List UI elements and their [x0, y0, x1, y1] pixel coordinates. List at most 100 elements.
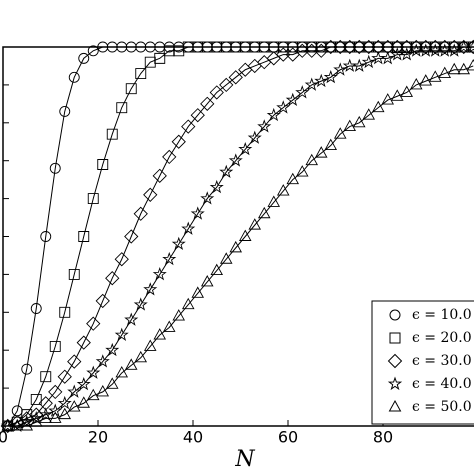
marker — [68, 71, 80, 83]
marker — [57, 395, 72, 410]
marker — [267, 195, 281, 207]
marker — [58, 407, 72, 420]
marker — [171, 236, 186, 251]
marker — [438, 66, 452, 78]
marker — [190, 206, 205, 220]
marker — [39, 411, 53, 423]
marker — [257, 119, 272, 133]
marker — [116, 102, 128, 114]
legend-label: ϵ = 20.0 — [412, 330, 472, 346]
marker — [30, 394, 42, 405]
marker — [295, 43, 310, 58]
marker — [162, 149, 177, 165]
marker — [40, 371, 52, 383]
marker — [428, 70, 442, 82]
legend-marker — [388, 399, 402, 412]
legend-label: ϵ = 10.0 — [412, 307, 472, 323]
marker — [124, 312, 139, 326]
marker — [20, 419, 34, 431]
marker — [105, 271, 120, 286]
legend-label: ϵ = 50.0 — [412, 399, 472, 415]
marker — [191, 286, 205, 298]
x-tick-label: 60 — [278, 428, 298, 447]
marker — [49, 340, 61, 352]
marker — [248, 218, 262, 230]
marker — [333, 39, 348, 55]
marker — [419, 74, 433, 86]
marker — [172, 309, 186, 321]
fit-line — [7, 46, 474, 427]
legend-marker — [387, 353, 403, 369]
marker — [381, 93, 395, 105]
legend-marker — [389, 309, 401, 321]
marker — [361, 54, 376, 69]
marker — [76, 335, 91, 350]
marker — [86, 365, 101, 379]
marker — [125, 41, 137, 53]
marker — [86, 316, 101, 331]
marker — [76, 376, 91, 391]
marker — [181, 297, 195, 310]
marker — [228, 153, 243, 167]
marker — [67, 354, 82, 369]
marker — [124, 229, 139, 244]
marker — [162, 251, 177, 266]
legend-marker — [389, 332, 401, 344]
legend-label: ϵ = 40.0 — [412, 376, 472, 392]
marker — [323, 69, 338, 84]
marker — [116, 41, 128, 53]
marker — [304, 43, 319, 58]
marker — [106, 128, 118, 140]
marker — [371, 100, 385, 113]
marker — [97, 159, 109, 170]
marker — [324, 138, 338, 150]
marker — [57, 369, 72, 384]
marker — [362, 108, 376, 120]
marker — [48, 384, 63, 400]
marker — [162, 320, 176, 332]
marker — [409, 77, 423, 90]
marker — [333, 127, 347, 139]
marker — [209, 85, 224, 100]
marker — [97, 41, 109, 53]
marker — [68, 268, 80, 280]
x-tick-label: 80 — [373, 428, 393, 447]
marker — [286, 172, 300, 185]
marker — [133, 297, 148, 311]
marker — [276, 100, 291, 114]
marker — [1, 419, 15, 431]
marker — [152, 168, 167, 183]
marker — [219, 164, 234, 179]
marker — [143, 282, 158, 296]
marker — [95, 354, 110, 368]
marker — [144, 56, 156, 68]
marker — [21, 363, 33, 375]
marker — [342, 39, 357, 55]
marker — [48, 411, 62, 423]
marker — [266, 107, 281, 122]
legend-box — [371, 300, 474, 425]
marker — [457, 62, 471, 75]
marker — [380, 50, 395, 65]
marker — [200, 96, 215, 111]
x-tick-label: 40 — [183, 428, 203, 447]
marker — [343, 119, 357, 132]
marker — [95, 293, 110, 309]
marker — [96, 384, 110, 397]
marker — [135, 68, 147, 79]
marker — [105, 342, 120, 357]
marker — [447, 43, 462, 57]
marker — [228, 70, 243, 85]
marker — [276, 47, 291, 62]
marker — [342, 58, 357, 72]
marker — [154, 41, 166, 53]
marker — [135, 41, 147, 53]
marker — [115, 366, 129, 378]
marker — [124, 358, 138, 370]
marker — [106, 41, 118, 53]
marker — [238, 141, 253, 156]
marker — [210, 263, 224, 276]
marker — [323, 39, 338, 55]
